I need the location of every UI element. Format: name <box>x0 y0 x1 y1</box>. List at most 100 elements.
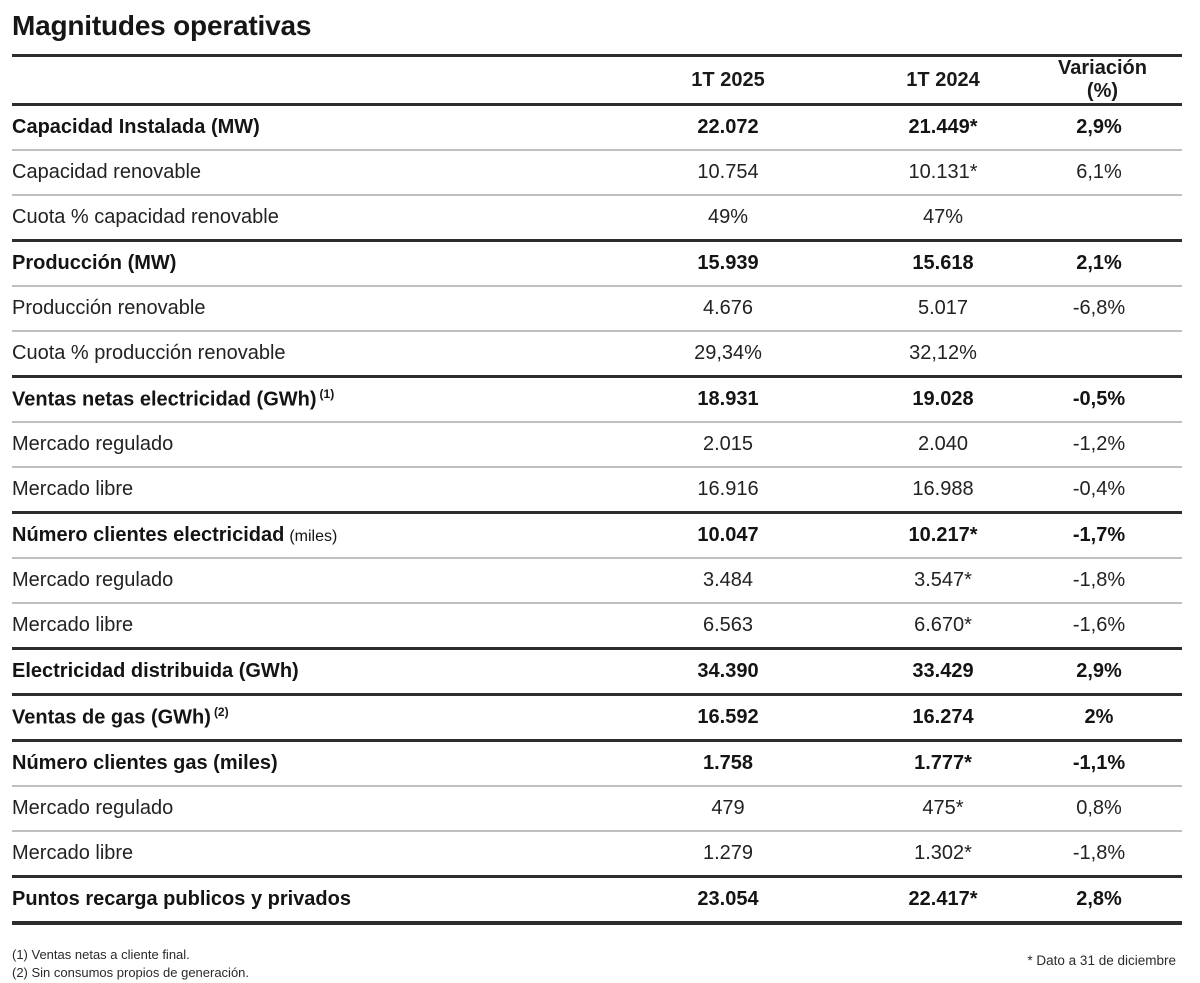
table-row: Mercado regulado 2.015 2.040 -1,2% <box>12 421 1182 466</box>
row-label: Número clientes electricidad (miles) <box>12 524 628 547</box>
row-label-note: (miles) <box>289 528 338 545</box>
value-1t2025: 29,34% <box>694 342 762 364</box>
row-label-text: Electricidad distribuida (GWh) <box>12 660 299 682</box>
row-label: Ventas netas electricidad (GWh) (1) <box>12 386 628 412</box>
operational-magnitudes-table: 1T 2025 1T 2024 Variación (%) Capacidad … <box>12 54 1182 925</box>
row-label-superscript: (1) <box>319 386 335 401</box>
value-1t2025: 23.054 <box>697 888 759 910</box>
row-label-text: Capacidad renovable <box>12 161 202 183</box>
row-label: Ventas de gas (GWh) (2) <box>12 704 628 730</box>
value-variation: -1,6% <box>1072 614 1126 636</box>
value-1t2024: 33.429 <box>912 660 974 682</box>
value-1t2025: 16.916 <box>697 478 759 500</box>
value-1t2025: 15.939 <box>697 252 759 274</box>
row-label-text: Mercado libre <box>12 842 134 864</box>
row-label-text: Cuota % capacidad renovable <box>12 206 279 228</box>
value-variation: 2,9% <box>1076 660 1122 682</box>
row-label-text: Cuota % producción renovable <box>12 342 286 364</box>
table-row: Capacidad renovable 10.754 10.131* 6,1% <box>12 149 1182 194</box>
value-1t2025: 2.015 <box>702 433 754 455</box>
value-1t2025: 10.047 <box>697 524 759 546</box>
row-label-text: Mercado libre <box>12 614 134 636</box>
row-label-text: Capacidad Instalada (MW) <box>12 116 260 138</box>
value-1t2024: 5.017 <box>917 297 969 319</box>
row-label-text: Ventas de gas (GWh) <box>12 706 211 729</box>
table-header-row: 1T 2025 1T 2024 Variación (%) <box>12 57 1182 103</box>
footnote-asterisk: * Dato a 31 de diciembre <box>1027 953 1176 968</box>
value-variation: 0,8% <box>1076 797 1122 819</box>
value-1t2024: 475* <box>922 797 964 819</box>
table-row: Puntos recarga publicos y privados 23.05… <box>12 875 1182 921</box>
row-label-text: Ventas netas electricidad (GWh) <box>12 388 317 411</box>
value-variation: -1,7% <box>1072 524 1126 546</box>
value-1t2025: 1.279 <box>702 842 754 864</box>
value-1t2024: 10.217* <box>908 524 978 546</box>
table-row: Mercado libre 16.916 16.988 -0,4% <box>12 466 1182 511</box>
table-row: Mercado regulado 479 475* 0,8% <box>12 785 1182 830</box>
value-1t2024: 22.417* <box>908 888 978 910</box>
value-1t2024: 19.028 <box>912 388 974 410</box>
value-1t2024: 10.131* <box>908 161 978 183</box>
table-row: Mercado libre 1.279 1.302* -1,8% <box>12 830 1182 875</box>
value-variation: -1,2% <box>1072 433 1126 455</box>
table-row: Cuota % producción renovable 29,34% 32,1… <box>12 330 1182 375</box>
footnotes: (1) Ventas netas a cliente final. (2) Si… <box>12 947 1182 983</box>
table-row: Mercado regulado 3.484 3.547* -1,8% <box>12 557 1182 602</box>
row-label-text: Número clientes electricidad <box>12 524 285 546</box>
value-1t2024: 2.040 <box>917 433 969 455</box>
footnote-2: (2) Sin consumos propios de generación. <box>12 965 250 980</box>
row-label-text: Mercado regulado <box>12 569 174 591</box>
row-label: Mercado libre <box>12 842 628 865</box>
value-1t2024: 1.302* <box>914 842 972 864</box>
row-label: Cuota % capacidad renovable <box>12 206 628 229</box>
row-label: Mercado libre <box>12 478 628 501</box>
value-variation: -1,8% <box>1072 569 1126 591</box>
row-label-superscript: (2) <box>213 704 229 719</box>
value-1t2024: 16.274 <box>912 706 974 728</box>
value-1t2024: 3.547* <box>914 569 972 591</box>
row-label-text: Producción renovable <box>12 297 206 319</box>
row-label-text: Producción (MW) <box>12 252 177 274</box>
value-variation: 2,8% <box>1076 888 1122 910</box>
table-row: Capacidad Instalada (MW) 22.072 21.449* … <box>12 103 1182 149</box>
row-label: Producción renovable <box>12 297 628 320</box>
value-1t2024: 1.777* <box>914 752 972 774</box>
row-label-text: Puntos recarga publicos y privados <box>12 888 351 910</box>
row-label-text: Mercado libre <box>12 478 134 500</box>
row-label: Mercado regulado <box>12 569 628 592</box>
row-label-text: Número clientes gas (miles) <box>12 752 278 774</box>
row-label: Mercado regulado <box>12 433 628 456</box>
row-label-text: Mercado regulado <box>12 433 174 455</box>
value-1t2024: 21.449* <box>908 116 978 138</box>
table-row: Mercado libre 6.563 6.670* -1,6% <box>12 602 1182 647</box>
row-label: Número clientes gas (miles) <box>12 752 628 775</box>
value-1t2024: 16.988 <box>912 478 974 500</box>
table-row: Ventas de gas (GWh) (2) 16.592 16.274 2% <box>12 693 1182 739</box>
row-label: Mercado regulado <box>12 797 628 820</box>
value-1t2025: 3.484 <box>702 569 754 591</box>
value-variation: -1,1% <box>1072 752 1126 774</box>
table-row: Producción renovable 4.676 5.017 -6,8% <box>12 285 1182 330</box>
value-1t2025: 10.754 <box>697 161 759 183</box>
table-row: Número clientes gas (miles) 1.758 1.777*… <box>12 739 1182 785</box>
value-1t2025: 49% <box>707 206 749 228</box>
footnotes-left: (1) Ventas netas a cliente final. (2) Si… <box>12 947 249 983</box>
value-1t2025: 16.592 <box>697 706 759 728</box>
value-variation: 6,1% <box>1076 161 1122 183</box>
value-1t2024: 32,12% <box>909 342 977 364</box>
value-1t2025: 4.676 <box>702 297 754 319</box>
row-label: Producción (MW) <box>12 252 628 275</box>
value-variation: 2,9% <box>1076 116 1122 138</box>
row-label: Mercado libre <box>12 614 628 637</box>
row-label: Electricidad distribuida (GWh) <box>12 660 628 683</box>
page-title: Magnitudes operativas <box>12 10 312 41</box>
table-row: Número clientes electricidad (miles) 10.0… <box>12 511 1182 557</box>
value-variation: -0,5% <box>1072 388 1126 410</box>
value-1t2024: 15.618 <box>912 252 974 274</box>
value-variation: -0,4% <box>1072 478 1126 500</box>
value-variation: 2% <box>1084 706 1114 728</box>
value-1t2025: 6.563 <box>702 614 754 636</box>
value-1t2025: 18.931 <box>697 388 759 410</box>
row-label: Capacidad renovable <box>12 161 628 184</box>
